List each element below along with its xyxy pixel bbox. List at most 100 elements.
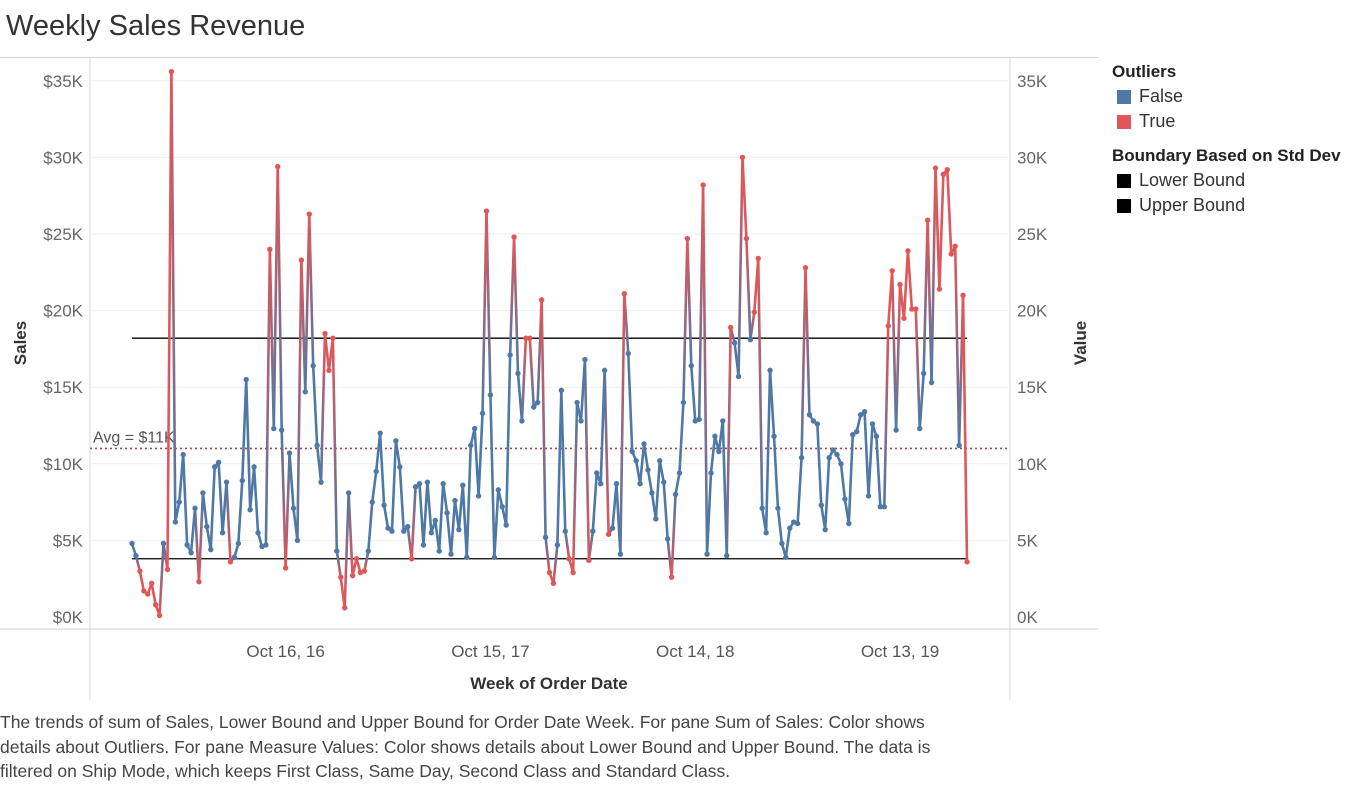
sales-line-segment [863, 410, 870, 498]
sales-point [566, 556, 572, 562]
sales-line-segment [961, 293, 969, 564]
sales-line-segment [930, 166, 937, 384]
sales-point [341, 605, 348, 611]
sales-line-segment [638, 442, 646, 486]
sales-point [188, 549, 194, 556]
sales-point [223, 479, 230, 485]
sales-point [574, 399, 580, 406]
caption-line-2: details about Outliers. For pane Measure… [0, 736, 931, 757]
sales-point [219, 530, 226, 536]
sales-point [814, 421, 821, 427]
sales-line-segment [449, 499, 457, 556]
sales-point [408, 556, 415, 562]
sales-point [932, 165, 939, 171]
sales-point [546, 569, 553, 576]
sales-line-segment [311, 364, 319, 447]
sales-line-segment [343, 491, 350, 610]
sales-point [928, 379, 935, 386]
sales-line-segment [201, 491, 209, 528]
sales-line-segment [422, 480, 429, 547]
sales-point [712, 433, 718, 439]
sales-point [645, 467, 651, 473]
sales-line-segment [378, 431, 386, 507]
sales-line-segment [307, 212, 315, 368]
sales-point [479, 410, 486, 416]
sales-point [952, 243, 958, 249]
sales-line-segment [626, 352, 634, 453]
sales-point [298, 257, 305, 263]
sales-point [507, 352, 513, 358]
sales-point [613, 481, 620, 487]
x-axis-label: Week of Order Date [470, 674, 627, 693]
sales-point [917, 425, 923, 432]
sales-line-segment [654, 459, 662, 521]
sales-point [471, 425, 478, 432]
sales-point [247, 507, 253, 513]
sales-point [779, 540, 785, 547]
sales-point [661, 479, 667, 485]
sales-point [885, 323, 891, 329]
legend-item-false[interactable]: False [1112, 84, 1348, 109]
sales-point [668, 574, 675, 580]
sales-line-segment [768, 369, 776, 438]
sales-point [389, 528, 395, 534]
sales-point [944, 166, 951, 173]
sales-point [334, 548, 340, 554]
sales-point [353, 556, 360, 562]
sales-point [361, 568, 368, 574]
sales-point [629, 448, 635, 455]
right-axis-ticks: 0K 5K 10K 15K 20K 25K 30K 35K [1017, 72, 1048, 627]
sales-point [286, 450, 293, 456]
sales-point [621, 291, 628, 297]
sales-line-segment [426, 480, 433, 535]
sales-line-segment [662, 480, 669, 541]
sales-line-chart: $0K $5K $10K $15K $20K $25K $30K $35K 0K 5K 10K 15… [0, 57, 1098, 700]
sales-line-segment [252, 465, 260, 535]
sales-point [869, 421, 876, 427]
sales-point [168, 68, 175, 75]
sales-line-segment [485, 209, 492, 397]
legend-item-true[interactable]: True [1112, 109, 1348, 134]
sales-point [444, 510, 450, 516]
sales-point [771, 433, 777, 439]
sales-line-segment [304, 212, 311, 394]
sales-point [724, 553, 730, 559]
sales-line-segment [882, 324, 890, 508]
sales-line-segment [646, 468, 654, 495]
sales-point [948, 251, 954, 257]
sales-line-segment [209, 465, 217, 551]
sales-point [716, 448, 722, 455]
legend-item-lower-bound[interactable]: Lower Bound [1112, 168, 1348, 193]
sales-point [527, 335, 533, 341]
sales-point [393, 438, 399, 444]
sales-line-segment [953, 244, 961, 447]
sales-line-segment [347, 491, 354, 577]
sales-point [854, 428, 860, 435]
sales-point [420, 542, 427, 548]
sales-point [432, 517, 438, 524]
legend-label-false: False [1139, 86, 1184, 106]
sales-point [696, 416, 702, 423]
sales-point [405, 523, 411, 530]
legend-item-upper-bound[interactable]: Upper Bound [1112, 193, 1348, 218]
sales-point [822, 526, 828, 533]
legend-label-lower-bound: Lower Bound [1139, 170, 1246, 190]
sales-line-segment [410, 485, 417, 561]
sales-point [141, 588, 147, 594]
sales-line-segment [540, 298, 547, 539]
sales-point [338, 574, 344, 580]
sales-point [637, 481, 643, 487]
sales-line-segment [197, 491, 205, 584]
sales-line-segment [323, 332, 331, 372]
sales-point [657, 458, 663, 464]
sales-point [802, 265, 809, 271]
sales-line-segment [563, 529, 571, 561]
sales-point [913, 306, 919, 312]
sales-line-segment [906, 249, 914, 311]
left-tick-label: $0K [53, 608, 84, 627]
x-axis-ticks: Oct 16, 16 Oct 15, 17 Oct 14, 18 Oct 13, 19 [246, 642, 939, 661]
sales-point [625, 350, 631, 357]
sales-point [767, 367, 773, 374]
sales-line-segment [725, 326, 732, 558]
sales-point [857, 412, 864, 418]
